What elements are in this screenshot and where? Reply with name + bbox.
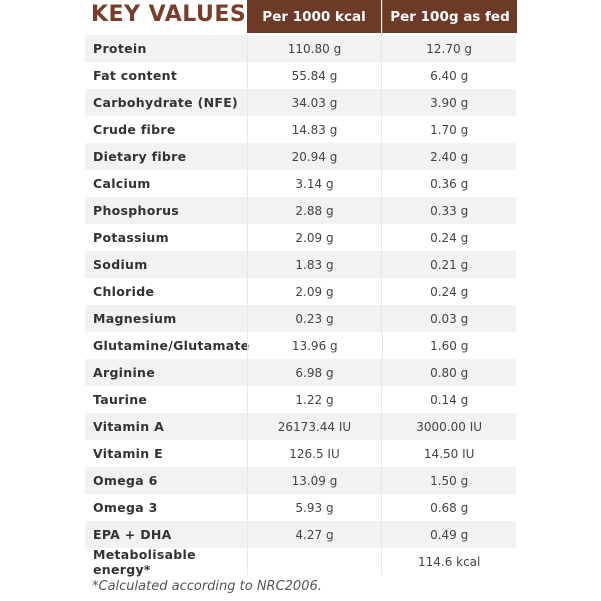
footnote: *Calculated according to NRC2006. bbox=[92, 579, 322, 594]
value-per-1000-kcal: 1.22 g bbox=[246, 386, 383, 413]
column-header-per-1000-kcal: Per 1000 kcal bbox=[247, 0, 381, 33]
value-per-1000-kcal: 34.03 g bbox=[246, 89, 383, 116]
value-per-100g: 0.49 g bbox=[430, 527, 469, 542]
value-per-100g: 1.50 g bbox=[430, 473, 469, 488]
nutrient-name: Chloride bbox=[93, 284, 155, 299]
value-per-1000-kcal: 20.94 g bbox=[246, 143, 383, 170]
table-row: Magnesium 0.23 g 0.03 g bbox=[85, 305, 516, 332]
value-per-1000-kcal: 1.83 g bbox=[246, 251, 383, 278]
table-row: Fat content 55.84 g 6.40 g bbox=[85, 62, 516, 89]
table-row: Potassium 2.09 g 0.24 g bbox=[85, 224, 516, 251]
value-per-100g: 0.14 g bbox=[430, 392, 469, 407]
value-per-1000-kcal: 55.84 g bbox=[246, 62, 383, 89]
value-per-100g: 1.70 g bbox=[430, 122, 469, 137]
value-per-100g: 0.33 g bbox=[430, 203, 469, 218]
table-row: Omega 6 13.09 g 1.50 g bbox=[85, 467, 516, 494]
value-per-1000-kcal: 26173.44 IU bbox=[246, 413, 383, 440]
value-per-100g: 1.60 g bbox=[430, 338, 469, 353]
value-per-1000-kcal: 2.09 g bbox=[246, 278, 383, 305]
column-header-per-100g: Per 100g as fed bbox=[382, 0, 517, 33]
nutrient-name: Phosphorus bbox=[93, 203, 180, 218]
nutrient-name: Dietary fibre bbox=[93, 149, 187, 164]
table-row: EPA + DHA 4.27 g 0.49 g bbox=[85, 521, 516, 548]
table-row: Arginine 6.98 g 0.80 g bbox=[85, 359, 516, 386]
table-title: KEY VALUES bbox=[91, 2, 247, 27]
nutrient-name: Omega 3 bbox=[93, 500, 158, 515]
nutrient-name: Carbohydrate (NFE) bbox=[93, 95, 239, 110]
nutrient-name: Omega 6 bbox=[93, 473, 158, 488]
value-per-1000-kcal: 0.23 g bbox=[246, 305, 383, 332]
value-per-100g: 6.40 g bbox=[430, 68, 469, 83]
value-per-100g: 0.21 g bbox=[430, 257, 469, 272]
key-values-table: Protein 110.80 g 12.70 g Fat content 55.84 g… bbox=[85, 35, 516, 577]
nutrient-name: Vitamin A bbox=[93, 419, 165, 434]
value-per-1000-kcal: 4.27 g bbox=[246, 521, 383, 548]
value-per-100g: 3.90 g bbox=[430, 95, 469, 110]
nutrient-name: Fat content bbox=[93, 68, 178, 83]
value-per-100g: 14.50 IU bbox=[423, 446, 475, 461]
value-per-1000-kcal: 13.96 g bbox=[247, 332, 383, 359]
nutrient-name: Crude fibre bbox=[93, 122, 176, 137]
value-per-1000-kcal: 2.09 g bbox=[246, 224, 383, 251]
nutrient-name: Metabolisable energy* bbox=[93, 546, 196, 577]
value-per-100g: 3000.00 IU bbox=[416, 419, 483, 434]
value-per-1000-kcal: 6.98 g bbox=[246, 359, 383, 386]
nutrient-name: Arginine bbox=[93, 365, 156, 380]
table-row: Taurine 1.22 g 0.14 g bbox=[85, 386, 516, 413]
table-row: Chloride 2.09 g 0.24 g bbox=[85, 278, 516, 305]
table-row: Metabolisable energy* 114.6 kcal bbox=[85, 546, 516, 577]
value-per-1000-kcal: 13.09 g bbox=[246, 467, 383, 494]
nutrient-name: EPA + DHA bbox=[93, 527, 172, 542]
table-row: Glutamine/Glutamate 13.96 g 1.60 g bbox=[85, 332, 516, 359]
nutrient-name: Potassium bbox=[93, 230, 169, 245]
value-per-100g: 12.70 g bbox=[426, 41, 473, 56]
value-per-1000-kcal: 126.5 IU bbox=[246, 440, 383, 467]
value-per-100g: 2.40 g bbox=[430, 149, 469, 164]
value-per-1000-kcal bbox=[246, 548, 383, 575]
table-row: Vitamin E 126.5 IU 14.50 IU bbox=[85, 440, 516, 467]
value-per-100g: 0.36 g bbox=[430, 176, 469, 191]
value-per-100g: 0.24 g bbox=[430, 230, 469, 245]
table-row: Protein 110.80 g 12.70 g bbox=[85, 35, 516, 62]
nutrient-name: Glutamine/Glutamate bbox=[93, 338, 250, 353]
table-row: Calcium 3.14 g 0.36 g bbox=[85, 170, 516, 197]
table-row: Crude fibre 14.83 g 1.70 g bbox=[85, 116, 516, 143]
table-row: Sodium 1.83 g 0.21 g bbox=[85, 251, 516, 278]
value-per-100g: 0.68 g bbox=[430, 500, 469, 515]
value-per-100g: 0.24 g bbox=[430, 284, 469, 299]
nutrient-name: Vitamin E bbox=[93, 446, 163, 461]
value-per-100g: 0.80 g bbox=[430, 365, 469, 380]
table-row: Phosphorus 2.88 g 0.33 g bbox=[85, 197, 516, 224]
table-row: Dietary fibre 20.94 g 2.40 g bbox=[85, 143, 516, 170]
nutrient-name: Taurine bbox=[93, 392, 148, 407]
value-per-100g: 0.03 g bbox=[430, 311, 469, 326]
table-row: Carbohydrate (NFE) 34.03 g 3.90 g bbox=[85, 89, 516, 116]
value-per-1000-kcal: 2.88 g bbox=[246, 197, 383, 224]
nutrient-name: Calcium bbox=[93, 176, 151, 191]
nutrient-name: Protein bbox=[93, 41, 147, 56]
table-row: Vitamin A 26173.44 IU 3000.00 IU bbox=[85, 413, 516, 440]
value-per-100g: 114.6 kcal bbox=[417, 554, 481, 569]
value-per-1000-kcal: 14.83 g bbox=[246, 116, 383, 143]
value-per-1000-kcal: 110.80 g bbox=[246, 35, 383, 62]
table-row: Omega 3 5.93 g 0.68 g bbox=[85, 494, 516, 521]
value-per-1000-kcal: 5.93 g bbox=[246, 494, 383, 521]
value-per-1000-kcal: 3.14 g bbox=[246, 170, 383, 197]
nutrient-name: Magnesium bbox=[93, 311, 177, 326]
nutrient-name: Sodium bbox=[93, 257, 148, 272]
